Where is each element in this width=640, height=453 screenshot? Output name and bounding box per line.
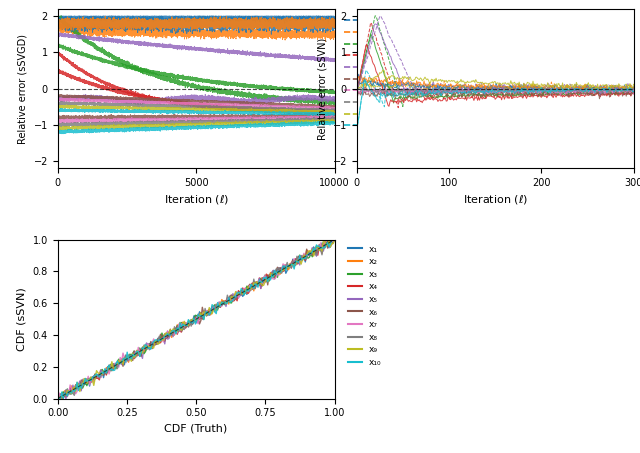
Y-axis label: Relative error (sSVGD): Relative error (sSVGD) [18, 34, 28, 144]
Y-axis label: Relative error (sSVN): Relative error (sSVN) [317, 38, 327, 140]
X-axis label: Iteration $(\ell)$: Iteration $(\ell)$ [163, 193, 228, 207]
X-axis label: Iteration $(\ell)$: Iteration $(\ell)$ [463, 193, 528, 207]
Legend: μ₁, μ₂, μ₃, μ₄, μ₅, μ₆, μ₇, μ₈, μ₉, μ₁₀, σ₁₁, σ₂₂, σ₃₃, σ₄₄, σ₅₅, σ₆₆, σ₇₇, σ₈₈,: μ₁, μ₂, μ₃, μ₄, μ₅, μ₆, μ₇, μ₈, μ₉, μ₁₀,… [341, 13, 429, 133]
Y-axis label: CDF (sSVN): CDF (sSVN) [17, 287, 27, 351]
Legend: x₁, x₂, x₃, x₄, x₅, x₆, x₇, x₈, x₉, x₁₀: x₁, x₂, x₃, x₄, x₅, x₆, x₇, x₈, x₉, x₁₀ [344, 241, 385, 371]
X-axis label: CDF (Truth): CDF (Truth) [164, 424, 228, 434]
